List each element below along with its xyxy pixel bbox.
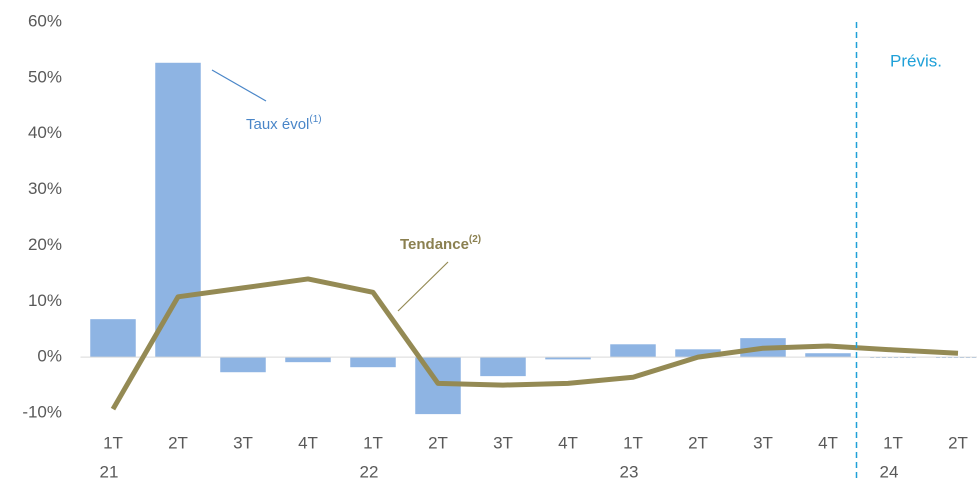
bar	[545, 357, 591, 360]
bar	[935, 357, 977, 360]
x-tick-label: 4T	[298, 433, 318, 452]
bar	[350, 357, 396, 368]
bar	[675, 349, 721, 358]
annotation-name: Taux évol	[246, 116, 309, 133]
y-tick-label: 50%	[28, 67, 62, 86]
annotation-leader	[211, 69, 267, 102]
year-label: 24	[880, 462, 899, 480]
x-tick-label: 3T	[233, 433, 253, 452]
bar	[155, 62, 201, 358]
y-tick-label: 0%	[37, 347, 62, 366]
year-label: 23	[620, 462, 639, 480]
x-tick-label: 4T	[818, 433, 838, 452]
x-tick-label: 3T	[753, 433, 773, 452]
year-label: 22	[360, 462, 379, 480]
x-tick-label: 2T	[428, 433, 448, 452]
x-tick-label: 1T	[363, 433, 383, 452]
annotation-leader	[397, 261, 449, 312]
series-annotation: Taux évol(1)	[246, 114, 322, 133]
y-tick-label: -10%	[22, 402, 62, 421]
y-tick-label: 20%	[28, 235, 62, 254]
bar	[90, 319, 136, 358]
trend-line	[110, 276, 959, 411]
series-annotation: Tendance(2)	[400, 234, 481, 253]
bar	[610, 344, 656, 358]
x-tick-label: 1T	[883, 433, 903, 452]
bar	[220, 357, 266, 373]
bar	[805, 353, 851, 358]
annotation-superscript: (1)	[309, 114, 321, 125]
bar	[870, 357, 916, 360]
y-tick-label: 60%	[28, 11, 62, 30]
forecast-label: Prévis.	[890, 51, 942, 70]
bar	[480, 357, 526, 377]
y-tick-label: 40%	[28, 123, 62, 142]
annotation-superscript: (2)	[469, 234, 481, 245]
x-tick-label: 2T	[168, 433, 188, 452]
x-tick-label: 1T	[103, 433, 123, 452]
x-tick-label: 3T	[493, 433, 513, 452]
x-tick-label: 1T	[623, 433, 643, 452]
y-tick-label: 10%	[28, 291, 62, 310]
x-tick-label: 2T	[688, 433, 708, 452]
bar	[285, 357, 331, 363]
year-label: 21	[100, 462, 119, 480]
annotation-name: Tendance	[400, 236, 469, 253]
x-tick-label: 4T	[558, 433, 578, 452]
y-tick-label: 30%	[28, 179, 62, 198]
x-tick-label: 2T	[948, 433, 968, 452]
